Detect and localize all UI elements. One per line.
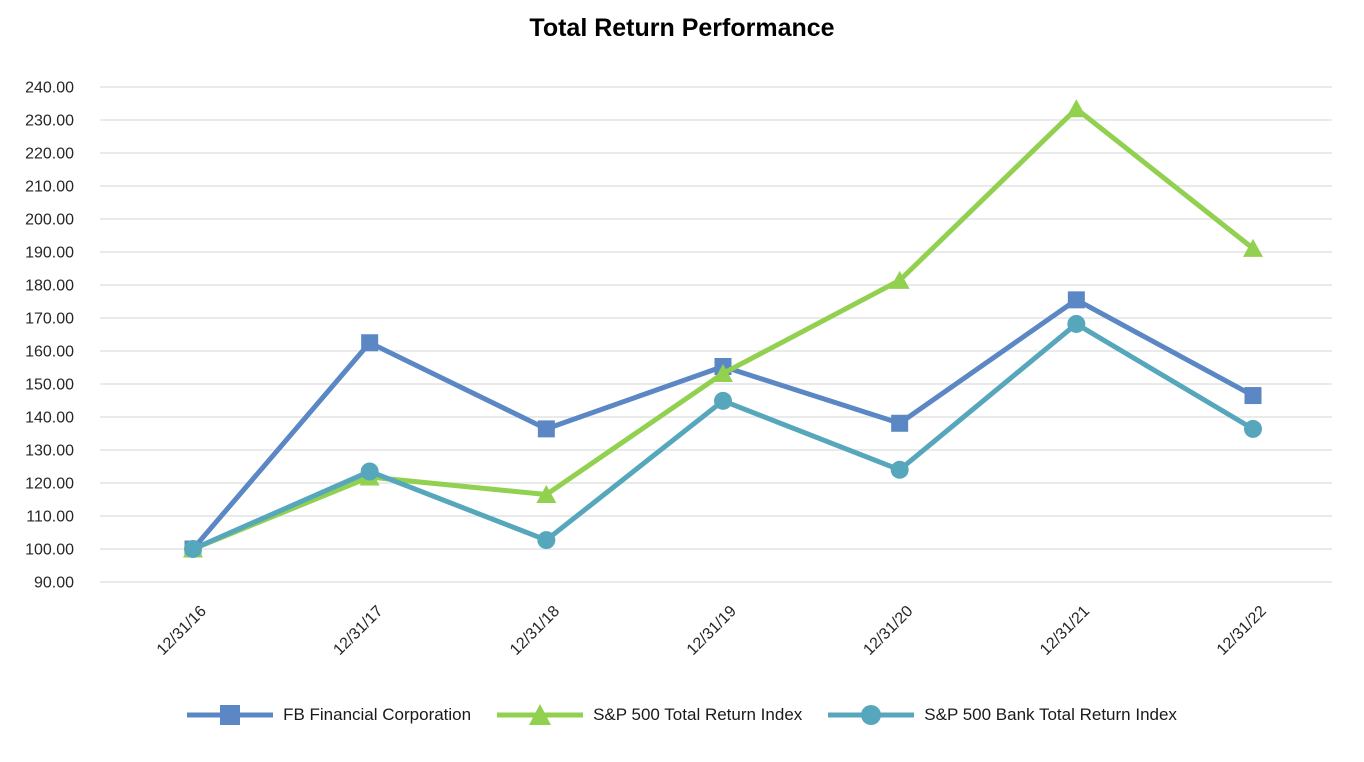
data-point-s-p-500-bank-total-return-index-12-31-19 xyxy=(714,391,732,410)
data-point-s-p-500-total-return-index-12-31-19 xyxy=(713,363,733,382)
y-axis-tick-label: 150.00 xyxy=(25,377,74,394)
legend-swatch-circle-icon xyxy=(828,705,915,725)
data-point-s-p-500-total-return-index-12-31-22 xyxy=(1243,238,1263,257)
x-axis-tick-label: 12/31/16 xyxy=(154,603,210,659)
chart-title: Total Return Performance xyxy=(529,14,835,42)
y-axis-tick-label: 220.00 xyxy=(25,146,74,163)
y-axis-tick-label: 230.00 xyxy=(25,113,74,130)
y-axis-tick-label: 120.00 xyxy=(25,476,74,493)
y-axis-tick-label: 190.00 xyxy=(25,245,74,262)
data-point-s-p-500-bank-total-return-index-12-31-22 xyxy=(1244,419,1262,438)
y-axis-tick-label: 210.00 xyxy=(25,179,74,196)
series-s-p-500-total-return-index xyxy=(183,99,1263,558)
y-axis-tick-label: 170.00 xyxy=(25,311,74,328)
x-axis-tick-label: 12/31/21 xyxy=(1037,603,1093,659)
y-axis-tick-label: 100.00 xyxy=(25,542,74,559)
x-axis-tick-label: 12/31/22 xyxy=(1214,603,1270,659)
data-point-s-p-500-bank-total-return-index-12-31-21 xyxy=(1067,314,1086,333)
data-point-fb-financial-corporation-12-31-21 xyxy=(1067,291,1085,309)
data-point-s-p-500-bank-total-return-index-12-31-20 xyxy=(890,460,909,479)
legend-label: S&P 500 Bank Total Return Index xyxy=(924,705,1177,724)
legend-label: FB Financial Corporation xyxy=(283,705,472,724)
x-axis-tick-label: 12/31/19 xyxy=(684,603,740,659)
series-s-p-500-bank-total-return-index xyxy=(184,314,1262,558)
data-point-s-p-500-total-return-index-12-31-20 xyxy=(889,270,910,289)
data-point-fb-financial-corporation-12-31-18 xyxy=(537,420,555,438)
y-axis-tick-label: 160.00 xyxy=(25,344,74,361)
y-axis-tick-label: 200.00 xyxy=(25,212,74,229)
legend: FB Financial Corporation S&P 500 Total R… xyxy=(0,702,1364,728)
y-axis-tick-label: 240.00 xyxy=(25,80,74,97)
legend-triangle-marker xyxy=(529,704,552,725)
x-axis-tick-label: 12/31/18 xyxy=(507,603,563,659)
legend-label: S&P 500 Total Return Index xyxy=(593,705,803,724)
y-axis-tick-label: 90.00 xyxy=(34,575,74,592)
x-axis-tick-label: 12/31/17 xyxy=(330,603,386,659)
data-point-s-p-500-bank-total-return-index-12-31-17 xyxy=(360,462,379,481)
legend-item-sp500-total-return: S&P 500 Total Return Index xyxy=(497,702,802,728)
legend-square-marker xyxy=(220,705,241,725)
x-axis-tick-label: 12/31/20 xyxy=(860,603,916,659)
legend-swatch-square-icon xyxy=(187,705,274,725)
y-axis-tick-label: 180.00 xyxy=(25,278,74,295)
y-axis-tick-label: 130.00 xyxy=(25,443,74,460)
data-point-fb-financial-corporation-12-31-22 xyxy=(1244,387,1262,405)
data-point-s-p-500-bank-total-return-index-12-31-18 xyxy=(537,531,556,550)
data-point-fb-financial-corporation-12-31-17 xyxy=(361,334,379,352)
y-axis-tick-label: 140.00 xyxy=(25,410,74,427)
legend-item-sp500-bank-total-return: S&P 500 Bank Total Return Index xyxy=(828,702,1177,728)
legend-circle-marker xyxy=(861,705,882,725)
data-point-s-p-500-total-return-index-12-31-18 xyxy=(536,485,557,504)
data-point-s-p-500-total-return-index-12-31-21 xyxy=(1066,99,1087,118)
series-fb-financial-corporation xyxy=(184,291,1262,558)
data-point-fb-financial-corporation-12-31-20 xyxy=(891,414,909,432)
y-axis-tick-label: 110.00 xyxy=(26,509,74,526)
series-line-s-p-500-bank-total-return-index xyxy=(191,321,1255,552)
legend-item-fb-financial: FB Financial Corporation xyxy=(187,702,471,728)
data-point-s-p-500-bank-total-return-index-12-31-16 xyxy=(184,540,202,558)
legend-swatch-triangle-icon xyxy=(497,704,584,725)
